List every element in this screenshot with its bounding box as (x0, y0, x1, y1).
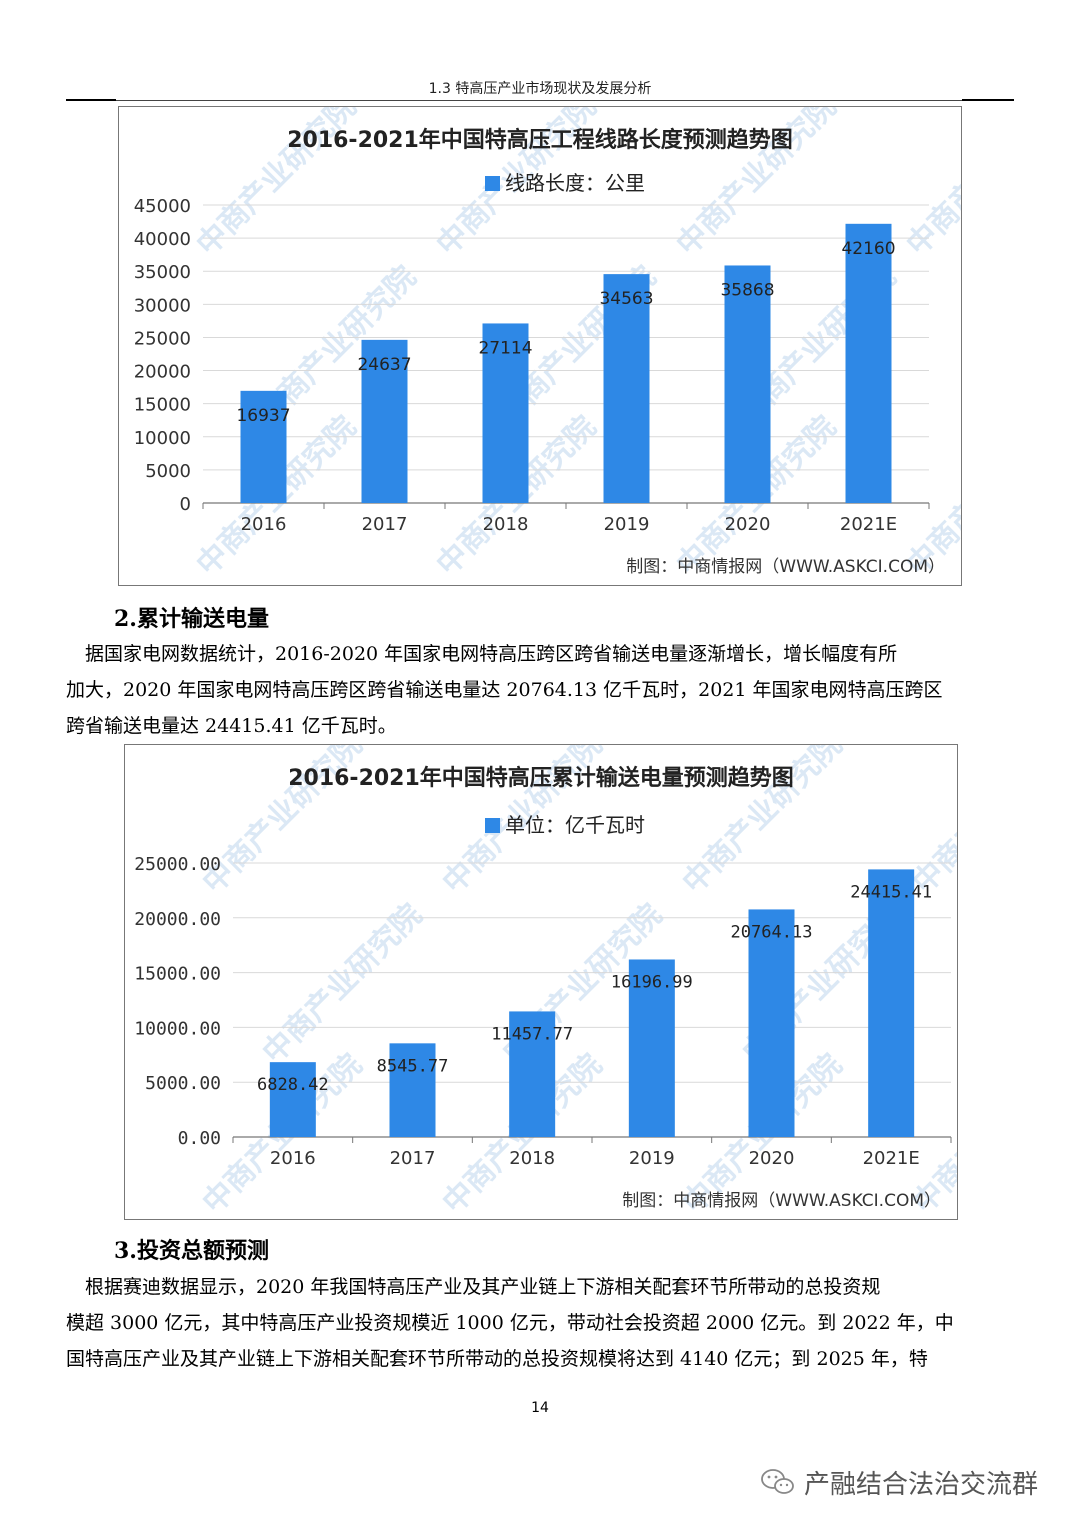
x-tick-label: 2016 (241, 514, 287, 535)
value-label: 16937 (236, 406, 290, 426)
y-tick-label: 0.00 (178, 1128, 221, 1149)
y-tick-label: 10000.00 (134, 1018, 221, 1039)
line-length-chart: 中商产业研究院 中商产业研究院 中商产业研究院 中商产业研究院 中商产业研究院 中商产业研… (118, 106, 962, 586)
chart-title: 2016-2021年中国特高压工程线路长度预测趋势图 (287, 127, 793, 153)
y-tick-label: 25000 (134, 328, 191, 349)
value-label: 24637 (357, 355, 411, 375)
x-tick-label: 2017 (362, 514, 408, 535)
x-tick-label: 2020 (725, 514, 771, 535)
section-title-cumulative-transmission: 2.累计输送电量 (114, 606, 269, 632)
bar-2021E (868, 869, 915, 1137)
y-tick-label: 5000.00 (145, 1073, 221, 1094)
y-tick-label: 45000 (134, 196, 191, 217)
value-label: 24415.41 (850, 882, 932, 902)
x-tick-label: 2016 (270, 1148, 316, 1169)
value-label: 11457.77 (491, 1024, 573, 1044)
legend-label: 单位：亿千瓦时 (505, 813, 645, 837)
paragraph-line: 根据赛迪数据显示，2020 年我国特高压产业及其产业链上下游相关配套环节所带动的… (66, 1276, 881, 1298)
y-tick-label: 15000.00 (134, 964, 221, 985)
y-tick-label: 20000.00 (134, 909, 221, 930)
running-header: 1.3 特高压产业市场现状及发展分析 (428, 81, 652, 97)
y-tick-label: 40000 (134, 229, 191, 250)
x-tick-label: 2021E (863, 1148, 920, 1169)
x-tick-label: 2018 (509, 1148, 555, 1169)
paragraph-line: 据国家电网数据统计，2016-2020 年国家电网特高压跨区跨省输送电量逐渐增长… (66, 643, 898, 665)
y-tick-label: 0 (180, 494, 191, 515)
chart-credit: 制图：中商情报网（WWW.ASKCI.COM） (626, 557, 945, 577)
y-tick-label: 5000 (145, 461, 191, 482)
y-tick-label: 30000 (134, 295, 191, 316)
bar-2017 (389, 1043, 436, 1137)
y-tick-label: 20000 (134, 362, 191, 383)
transmission-volume-chart: 中商产业研究院 中商产业研究院 中商产业研究院 中商产业研究院 中商产业研究院 中商产业研… (124, 744, 958, 1220)
header-rule-left (66, 99, 116, 101)
wechat-account-name: 产融结合法治交流群 (804, 1469, 1039, 1500)
paragraph-investment-forecast: 根据赛迪数据显示，2020 年我国特高压产业及其产业链上下游相关配套环节所带动的… (66, 1269, 1014, 1377)
bar-2016 (240, 390, 287, 503)
y-tick-label: 35000 (134, 262, 191, 283)
paragraph-line: 跨省输送电量达 24415.41 亿千瓦时。 (66, 715, 397, 737)
value-label: 35868 (720, 280, 774, 300)
paragraph-cumulative-transmission: 据国家电网数据统计，2016-2020 年国家电网特高压跨区跨省输送电量逐渐增长… (66, 636, 1014, 744)
value-label: 8545.77 (377, 1056, 449, 1076)
bar-2020 (724, 265, 771, 503)
header-rule-center (116, 100, 962, 101)
section-title-investment-forecast: 3.投资总额预测 (114, 1238, 269, 1264)
value-label: 6828.42 (257, 1075, 329, 1095)
bar-2016 (269, 1062, 316, 1137)
bar-2019 (628, 959, 675, 1137)
paragraph-line: 国特高压产业及其产业链上下游相关配套环节所带动的总投资规模将达到 4140 亿元… (66, 1348, 928, 1370)
value-label: 16196.99 (611, 972, 693, 992)
legend-label: 线路长度：公里 (505, 171, 645, 195)
wechat-icon (761, 1469, 794, 1494)
watermark-text: 中商产业研究院 (900, 107, 961, 263)
x-tick-label: 2019 (604, 514, 650, 535)
x-tick-label: 2019 (629, 1148, 675, 1169)
y-tick-label: 15000 (134, 395, 191, 416)
bar-2018 (509, 1011, 556, 1137)
chart-title: 2016-2021年中国特高压累计输送电量预测趋势图 (288, 765, 794, 791)
bar-2017 (361, 339, 408, 503)
legend-swatch (485, 818, 500, 833)
bar-2018 (482, 323, 529, 503)
value-label: 27114 (478, 338, 532, 358)
value-label: 34563 (599, 289, 653, 309)
y-tick-label: 25000.00 (134, 854, 221, 875)
bar-2021E (845, 223, 892, 503)
paragraph-line: 模超 3000 亿元，其中特高压产业投资规模近 1000 亿元，带动社会投资超 … (66, 1312, 954, 1334)
y-tick-label: 10000 (134, 428, 191, 449)
legend-swatch (485, 176, 500, 191)
chart-credit: 制图：中商情报网（WWW.ASKCI.COM） (622, 1191, 941, 1211)
header-rule-right (962, 99, 1014, 101)
page-number: 14 (531, 1400, 549, 1416)
x-tick-label: 2021E (840, 514, 897, 535)
value-label: 42160 (841, 239, 895, 259)
x-tick-label: 2020 (749, 1148, 795, 1169)
wechat-account-badge: 产融结合法治交流群 (760, 1462, 1038, 1502)
bar-2019 (603, 274, 650, 503)
x-tick-label: 2018 (483, 514, 529, 535)
x-tick-label: 2017 (390, 1148, 436, 1169)
value-label: 20764.13 (731, 922, 813, 942)
bar-2020 (748, 909, 795, 1137)
paragraph-line: 加大，2020 年国家电网特高压跨区跨省输送电量达 20764.13 亿千瓦时，… (66, 679, 943, 701)
